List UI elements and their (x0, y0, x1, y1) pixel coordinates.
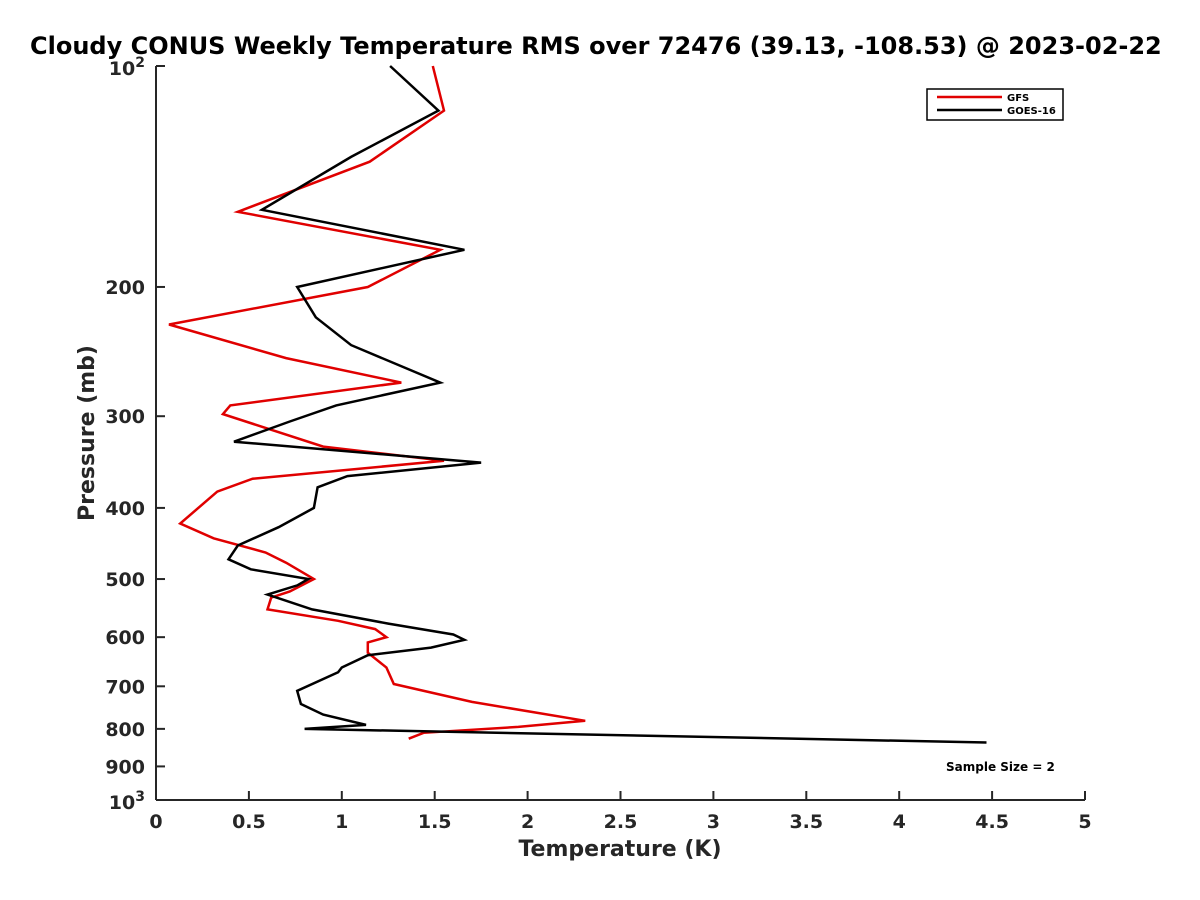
y-tick-label: 103 (109, 789, 145, 814)
y-tick-label: 600 (105, 627, 145, 649)
x-tick-label: 4.5 (975, 811, 1009, 833)
y-tick-label: 102 (109, 55, 145, 80)
legend-label-goes-16: GOES-16 (1007, 106, 1056, 117)
plot-axes (155, 66, 1085, 801)
sample-size-annotation: Sample Size = 2 (946, 760, 1055, 774)
y-tick-label: 800 (105, 719, 145, 741)
x-tick-label: 3.5 (789, 811, 823, 833)
series-line-gfs (168, 65, 586, 740)
x-tick-label: 2 (521, 811, 534, 833)
x-axis-label: Temperature (K) (518, 837, 721, 862)
x-tick-label: 2.5 (604, 811, 638, 833)
y-tick-label: 700 (105, 676, 145, 698)
legend-label-gfs: GFS (1007, 93, 1029, 104)
y-tick-label: 500 (105, 569, 145, 591)
x-tick-label: 0.5 (232, 811, 266, 833)
chart-title: Cloudy CONUS Weekly Temperature RMS over… (30, 32, 1162, 60)
y-axis-label: Pressure (mb) (75, 345, 100, 521)
y-tick-label: 900 (105, 756, 145, 778)
x-tick-label: 1.5 (418, 811, 452, 833)
x-tick-label: 0 (149, 811, 162, 833)
x-tick-label: 3 (707, 811, 720, 833)
x-tick-label: 4 (893, 811, 906, 833)
y-tick-label: 300 (105, 406, 145, 428)
y-tick-label: 200 (105, 277, 145, 299)
legend: GFS GOES-16 (926, 88, 1064, 121)
x-axis-ticks: 0 0.5 1 1.5 2 2.5 3 3.5 4 4.5 5 (149, 791, 1092, 833)
series-lines (168, 65, 987, 744)
x-tick-label: 5 (1078, 811, 1091, 833)
y-axis-ticks: 200 300 400 500 600 700 800 900 102 103 (105, 55, 165, 814)
legend-box (926, 88, 1064, 121)
y-tick-label: 400 (105, 498, 145, 520)
series-line-goes-16 (226, 65, 987, 744)
x-tick-label: 1 (335, 811, 348, 833)
